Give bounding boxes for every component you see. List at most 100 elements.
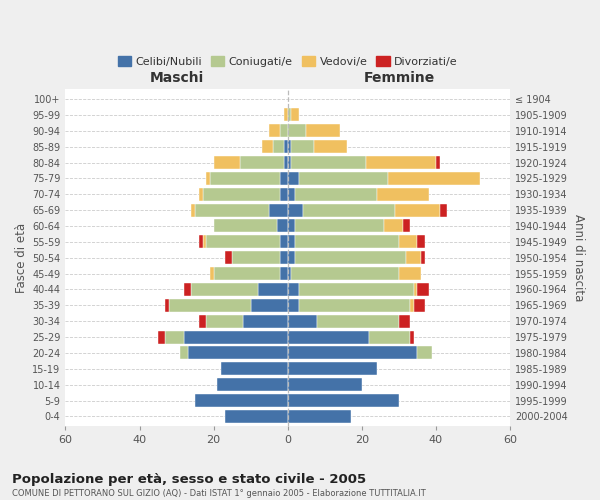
Bar xyxy=(225,410,288,423)
Bar xyxy=(284,108,288,122)
Bar xyxy=(158,330,166,344)
Bar xyxy=(269,204,288,216)
Bar xyxy=(214,267,280,280)
Text: Popolazione per età, sesso e stato civile - 2005: Popolazione per età, sesso e stato civil… xyxy=(12,472,366,486)
Bar xyxy=(166,330,184,344)
Bar xyxy=(299,283,414,296)
Bar xyxy=(299,299,410,312)
Bar xyxy=(288,330,369,344)
Text: Maschi: Maschi xyxy=(149,70,204,85)
Bar xyxy=(280,251,288,264)
Bar xyxy=(288,124,306,138)
Bar xyxy=(295,251,406,264)
Bar xyxy=(277,220,288,232)
Bar xyxy=(195,204,269,216)
Bar xyxy=(288,236,295,248)
Bar xyxy=(288,204,302,216)
Bar xyxy=(406,251,421,264)
Bar xyxy=(288,378,362,391)
Bar xyxy=(280,124,288,138)
Bar xyxy=(203,188,280,201)
Bar xyxy=(295,236,399,248)
Bar xyxy=(206,236,280,248)
Bar xyxy=(251,299,288,312)
Bar xyxy=(269,124,280,138)
Text: COMUNE DI PETTORANO SUL GIZIO (AQ) - Dati ISTAT 1° gennaio 2005 - Elaborazione T: COMUNE DI PETTORANO SUL GIZIO (AQ) - Dat… xyxy=(12,489,426,498)
Bar xyxy=(206,172,210,185)
Bar xyxy=(203,236,206,248)
Bar xyxy=(280,188,288,201)
Bar xyxy=(440,204,447,216)
Bar xyxy=(410,330,414,344)
Bar xyxy=(180,346,188,360)
Bar xyxy=(288,251,295,264)
Bar xyxy=(288,394,399,407)
Bar xyxy=(292,267,399,280)
Bar xyxy=(292,156,365,169)
Bar xyxy=(214,220,277,232)
Bar xyxy=(369,330,410,344)
Bar xyxy=(395,204,440,216)
Bar xyxy=(418,346,432,360)
Bar xyxy=(288,140,292,153)
Bar xyxy=(206,314,243,328)
Bar xyxy=(288,362,377,376)
Text: Femmine: Femmine xyxy=(363,70,434,85)
Bar xyxy=(399,236,418,248)
Bar xyxy=(288,220,295,232)
Bar xyxy=(273,140,284,153)
Bar xyxy=(399,314,410,328)
Bar xyxy=(399,267,421,280)
Bar xyxy=(306,124,340,138)
Bar xyxy=(262,140,273,153)
Bar xyxy=(225,251,232,264)
Legend: Celibi/Nubili, Coniugati/e, Vedovi/e, Divorziati/e: Celibi/Nubili, Coniugati/e, Vedovi/e, Di… xyxy=(113,52,462,71)
Bar xyxy=(377,188,428,201)
Bar xyxy=(239,156,284,169)
Bar xyxy=(418,283,428,296)
Y-axis label: Anni di nascita: Anni di nascita xyxy=(572,214,585,302)
Bar xyxy=(314,140,347,153)
Bar xyxy=(221,362,288,376)
Bar xyxy=(166,299,169,312)
Bar xyxy=(232,251,280,264)
Bar xyxy=(410,299,414,312)
Bar xyxy=(418,236,425,248)
Bar xyxy=(199,314,206,328)
Bar xyxy=(210,267,214,280)
Bar xyxy=(199,188,203,201)
Bar xyxy=(243,314,288,328)
Bar xyxy=(191,283,258,296)
Bar xyxy=(214,156,239,169)
Bar xyxy=(195,394,288,407)
Bar xyxy=(288,314,317,328)
Bar xyxy=(169,299,251,312)
Bar xyxy=(280,236,288,248)
Bar xyxy=(288,108,292,122)
Bar xyxy=(199,236,203,248)
Bar xyxy=(436,156,440,169)
Bar xyxy=(292,140,314,153)
Bar xyxy=(184,283,191,296)
Bar xyxy=(280,172,288,185)
Bar xyxy=(210,172,280,185)
Bar xyxy=(295,220,384,232)
Bar xyxy=(295,188,377,201)
Bar xyxy=(191,204,195,216)
Bar xyxy=(365,156,436,169)
Bar xyxy=(384,220,403,232)
Bar xyxy=(299,172,388,185)
Bar xyxy=(284,140,288,153)
Bar xyxy=(288,410,351,423)
Bar xyxy=(288,267,292,280)
Bar xyxy=(288,346,418,360)
Bar xyxy=(403,220,410,232)
Y-axis label: Fasce di età: Fasce di età xyxy=(15,222,28,293)
Bar xyxy=(288,172,299,185)
Bar xyxy=(288,188,295,201)
Bar xyxy=(317,314,399,328)
Bar xyxy=(388,172,481,185)
Bar xyxy=(284,156,288,169)
Bar xyxy=(217,378,288,391)
Bar xyxy=(188,346,288,360)
